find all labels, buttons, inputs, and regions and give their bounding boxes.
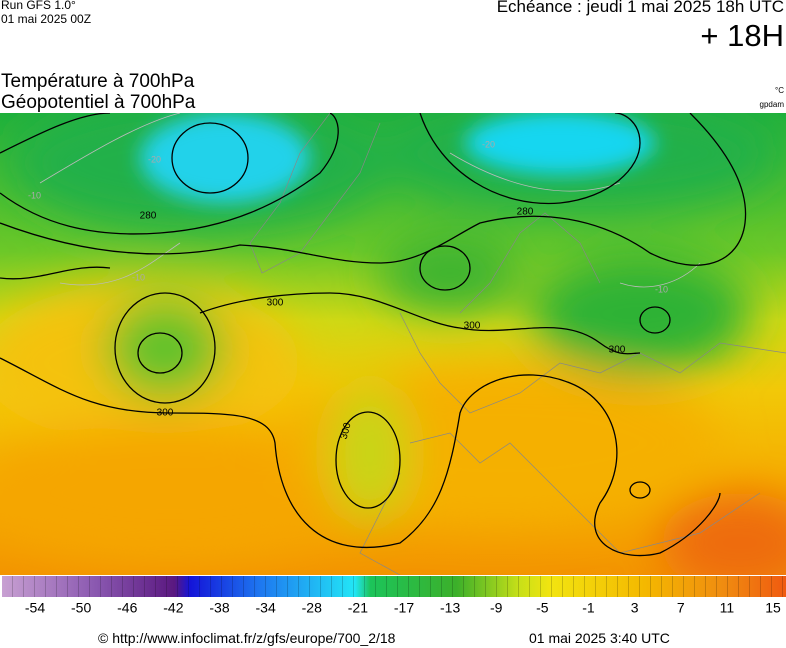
scale-tick-label: -5 xyxy=(536,600,549,616)
scale-tick-label: -1 xyxy=(582,600,595,616)
scale-tick-label: 3 xyxy=(631,600,639,616)
scale-tick-label: -38 xyxy=(209,600,229,616)
scale-tick-label: -34 xyxy=(256,600,276,616)
contour-label: 300 xyxy=(464,321,481,332)
forecast-time: Echéance : jeudi 1 mai 2025 18h UTC xyxy=(496,0,784,16)
contour-labels: 280 280 300 300 300 300 300 xyxy=(140,207,626,441)
contour-label: 280 xyxy=(517,207,534,218)
geopotential-contours xyxy=(0,113,747,557)
unit-geopotential: gpdam xyxy=(759,100,784,109)
map: 280 280 300 300 300 300 300 -20 -20 -10 … xyxy=(0,113,786,575)
scale-tick-label: -54 xyxy=(25,600,45,616)
coastlines xyxy=(249,113,786,575)
color-scale-labels: -54 -50 -46 -42 -38 -34 -28 -21 -17 -13 -9 -5 -1 3 7 11… xyxy=(25,600,781,616)
run-date: 01 mai 2025 00Z xyxy=(1,12,92,26)
scale-tick-label: -42 xyxy=(163,600,183,616)
cold-cores xyxy=(140,113,655,203)
footer-time: 01 mai 2025 3:40 UTC xyxy=(529,630,670,646)
contour-label: 300 xyxy=(157,408,174,419)
scale-tick-label: 15 xyxy=(765,600,781,616)
isotherm-labels: -20 -20 -10 -10 -10 xyxy=(28,139,668,294)
isotherm-label: -10 xyxy=(655,284,668,294)
run-label: Run GFS 1.0° xyxy=(1,0,76,12)
isotherm-label: -20 xyxy=(148,154,161,164)
scale-tick-label: -50 xyxy=(71,600,91,616)
contour-label: 300 xyxy=(267,298,284,309)
isotherm-label: -10 xyxy=(28,190,41,200)
title-geopotential: Géopotentiel à 700hPa xyxy=(1,92,196,113)
isotherms xyxy=(39,113,701,288)
scale-tick-label: -28 xyxy=(302,600,322,616)
lead-time: + 18H xyxy=(700,18,784,53)
footer-url: © http://www.infoclimat.fr/z/gfs/europe/… xyxy=(98,630,396,646)
contour-label: 300 xyxy=(339,421,354,440)
scale-tick-label: 7 xyxy=(677,600,685,616)
scale-tick-label: -9 xyxy=(490,600,503,616)
title-temperature: Température à 700hPa xyxy=(1,71,195,92)
contour-label: 280 xyxy=(140,211,157,222)
scale-tick-label: -13 xyxy=(440,600,460,616)
scale-tick-label: -21 xyxy=(348,600,368,616)
scale-tick-label: 11 xyxy=(720,600,735,616)
color-scale xyxy=(2,576,786,597)
unit-temperature: °C xyxy=(775,86,784,95)
contour-label: 300 xyxy=(609,345,626,356)
isotherm-label: -10 xyxy=(132,272,145,282)
isotherm-label: -20 xyxy=(482,139,495,149)
scale-tick-label: -46 xyxy=(117,600,137,616)
scale-tick-label: -17 xyxy=(394,600,414,616)
